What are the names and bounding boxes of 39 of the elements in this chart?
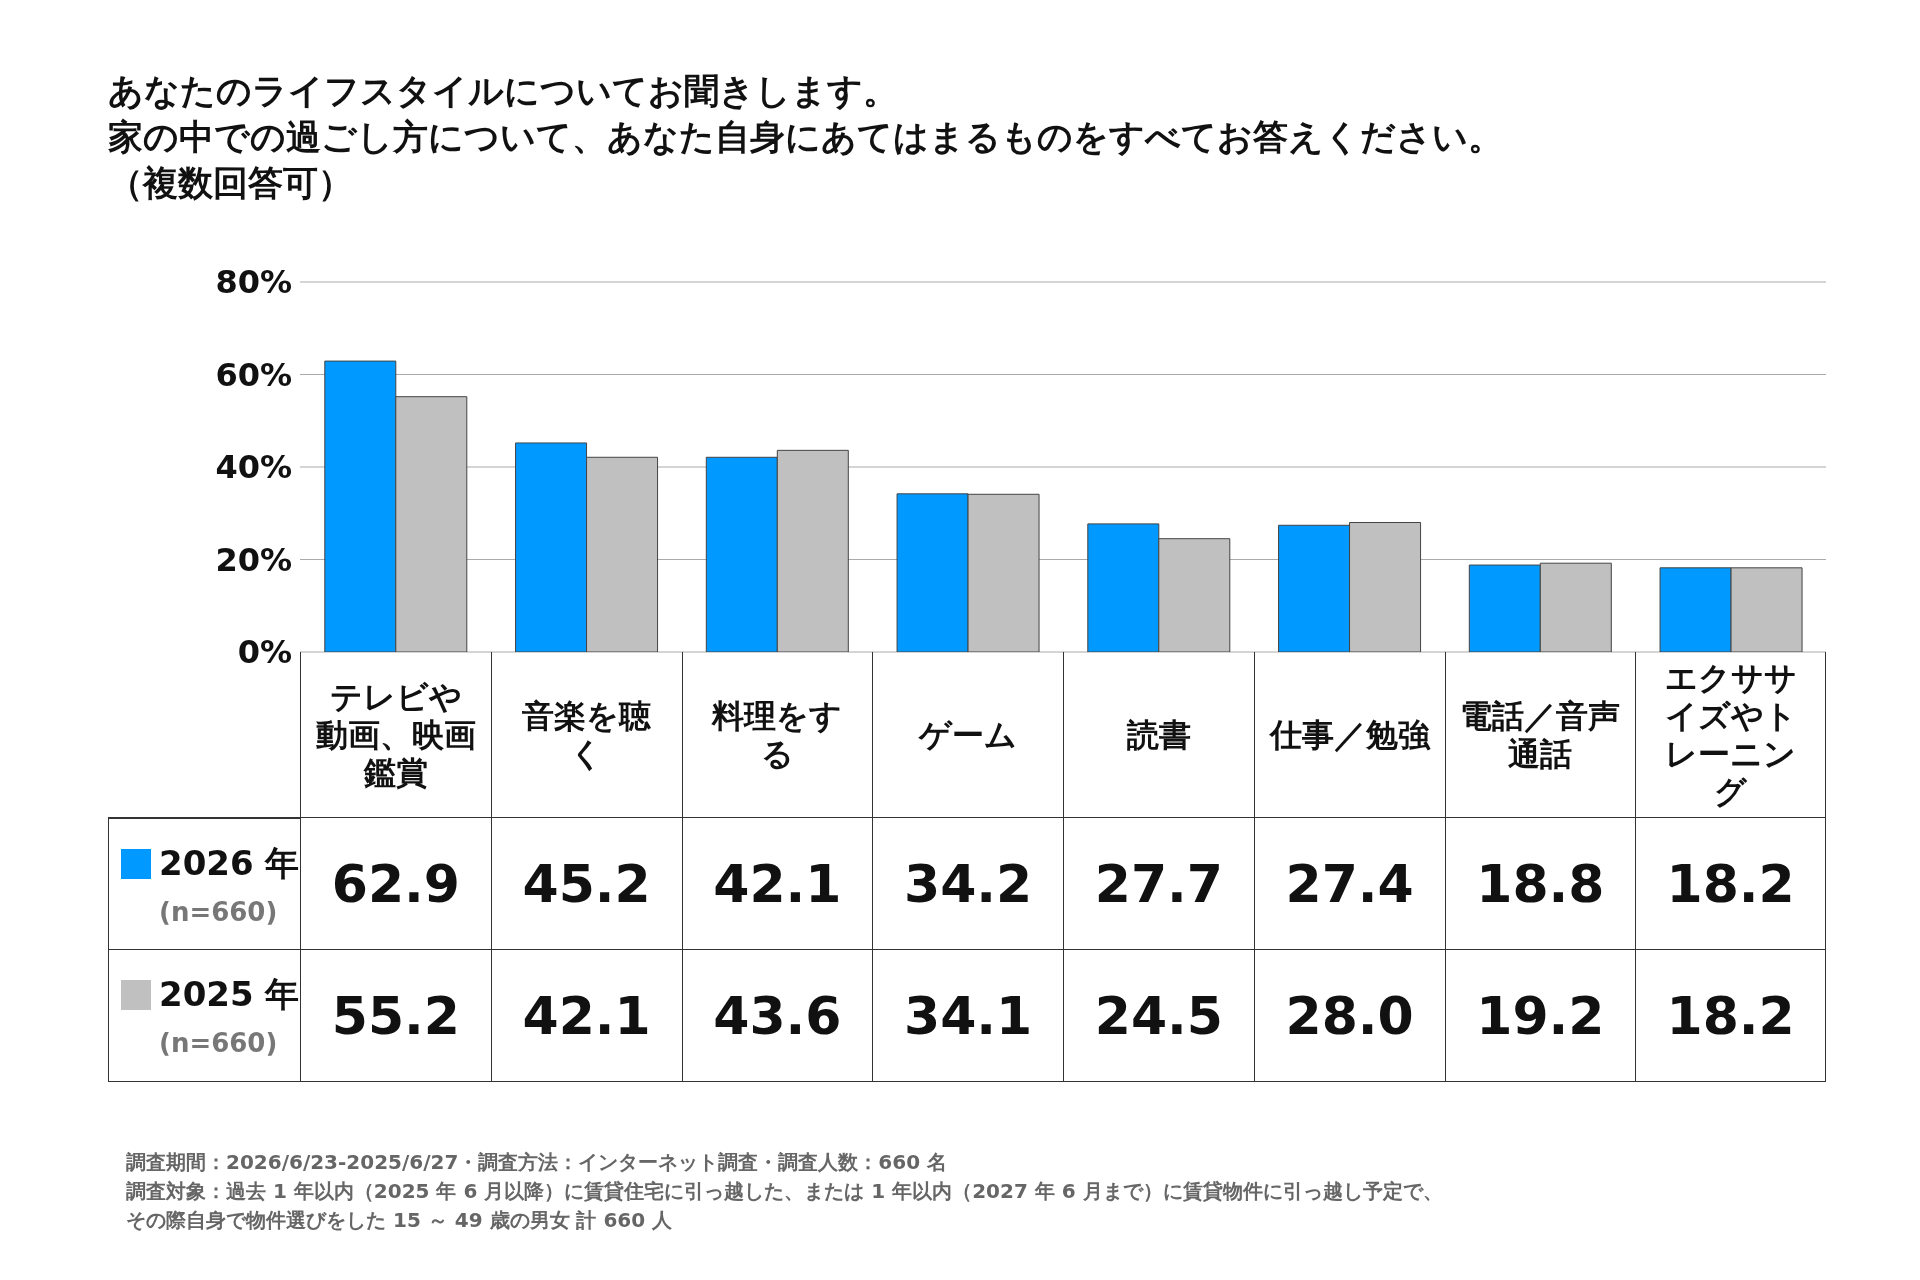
y-tick-label: 80% [215, 263, 292, 302]
data-label: 28.0 [1253, 950, 1445, 1082]
x-tick-label: 音楽を聴く [490, 652, 682, 818]
text: 調査対象：過去 1 年以内（2025 年 6 月以降）に賃貸住宅に引っ越した、または 1 年以内（2027 年 6 月まで）に賃貸物件に引っ越し予定で、 [126, 1178, 1443, 1205]
x-tick-label: エクササイズやトレーニング [1635, 652, 1826, 818]
chart-subtitle: 家の中での過ごし方について、あなた自身にあてはまるものをすべてお答えください。 [108, 116, 1503, 159]
data-label: 18.2 [1635, 818, 1826, 950]
data-label: 27.7 [1063, 818, 1254, 950]
x-tick-label: 料理をする [681, 652, 873, 818]
data-label: 55.2 [300, 950, 491, 1082]
data-label: 45.2 [490, 818, 682, 950]
data-label: 43.6 [681, 950, 873, 1082]
data-label: 42.1 [490, 950, 682, 1082]
data-label: 27.4 [1253, 818, 1445, 950]
data-label: 19.2 [1444, 950, 1636, 1082]
data-label: 42.1 [681, 818, 873, 950]
data-label: 24.5 [1063, 950, 1254, 1082]
data-label: 18.2 [1635, 950, 1826, 1082]
x-tick-label: ゲーム [872, 652, 1063, 818]
x-tick-label: 電話／音声通話 [1444, 652, 1636, 818]
legend-label: 2025 年 [159, 973, 300, 1016]
data-label: 18.8 [1444, 818, 1636, 950]
y-tick-label: 0% [237, 633, 292, 672]
y-tick-label: 20% [215, 540, 292, 579]
data-label: 34.2 [872, 818, 1063, 950]
x-tick-label: 仕事／勉強 [1253, 652, 1445, 818]
text: (n=660) [158, 1028, 279, 1058]
x-tick-label: 読書 [1063, 652, 1254, 818]
chart-title: あなたのライフスタイルについてお聞きします。 [108, 70, 899, 113]
data-label: 34.1 [872, 950, 1063, 1082]
text: 調査期間：2026/6/23-2025/6/27・調査方法：インターネット調査・調査人数：660 名 [126, 1149, 949, 1176]
data-label: 62.9 [300, 818, 491, 950]
legend-label: 2026 年 [159, 842, 300, 885]
y-tick-label: 60% [215, 355, 292, 394]
y-tick-label: 40% [215, 448, 292, 487]
text: （複数回答可） [108, 162, 354, 205]
x-tick-label: テレビや動画、映画鑑賞 [300, 652, 491, 818]
text: その際自身で物件選びをした 15 ～ 49 歳の男女 計 660 人 [126, 1207, 674, 1234]
text: (n=660) [158, 897, 279, 927]
